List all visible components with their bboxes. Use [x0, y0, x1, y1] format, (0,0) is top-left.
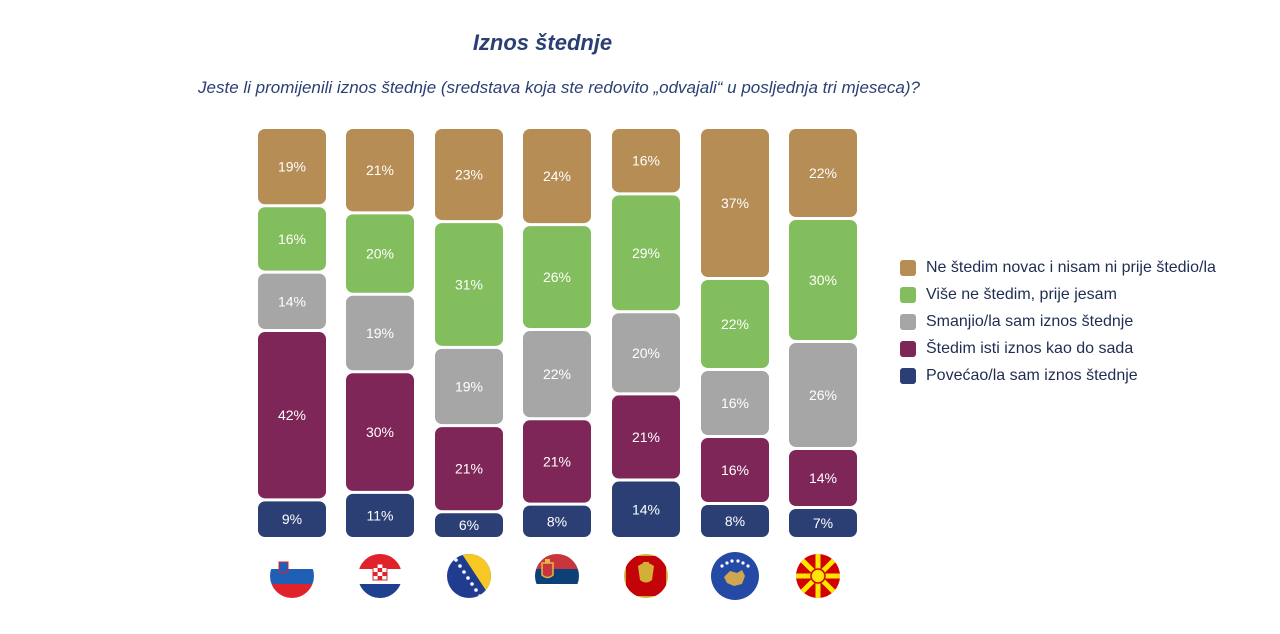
- bar-segment: [435, 513, 503, 537]
- data-label: 19%: [455, 378, 483, 394]
- bar-segment: [523, 505, 591, 537]
- data-label: 14%: [809, 470, 837, 486]
- bar-segment: [258, 332, 326, 499]
- montenegro-flag-icon: [624, 554, 668, 598]
- data-label: 23%: [455, 167, 483, 183]
- legend-swatch: [900, 367, 916, 384]
- legend-label: Smanjio/la sam iznos štednje: [926, 312, 1134, 330]
- bar-segment: [789, 509, 857, 537]
- bar-segment: [612, 313, 680, 393]
- data-label: 26%: [543, 269, 571, 285]
- bar-segment: [789, 129, 857, 217]
- data-label: 22%: [721, 316, 749, 332]
- bar-segment: [523, 420, 591, 503]
- data-label: 20%: [366, 246, 394, 262]
- data-label: 11%: [367, 507, 394, 523]
- bar-segment: [612, 395, 680, 479]
- data-label: 30%: [366, 424, 394, 440]
- bar-segment: [523, 226, 591, 329]
- data-label: 14%: [632, 501, 660, 517]
- data-label: 9%: [282, 511, 302, 527]
- data-label: 14%: [278, 293, 306, 309]
- bar-segment: [435, 348, 503, 425]
- data-label: 21%: [632, 429, 660, 445]
- bar-segment: [346, 373, 414, 491]
- legend-item: Više ne štedim, prije jesam: [900, 281, 1216, 308]
- data-label: 37%: [721, 195, 749, 211]
- data-label: 19%: [366, 325, 394, 341]
- bar-segment: [612, 195, 680, 311]
- data-label: 42%: [278, 407, 306, 423]
- bar-segment: [346, 129, 414, 212]
- data-label: 16%: [632, 153, 660, 169]
- data-label: 7%: [813, 515, 833, 531]
- legend-item: Ne štedim novac i nisam ni prije štedio/…: [900, 254, 1216, 281]
- bar-segment: [612, 481, 680, 537]
- data-label: 6%: [459, 517, 479, 533]
- data-label: 8%: [725, 513, 745, 529]
- serbia-flag-icon: [535, 554, 579, 598]
- legend-label: Povećao/la sam iznos štednje: [926, 366, 1138, 384]
- bar-segment: [789, 343, 857, 447]
- bosnia-flag-icon: [447, 554, 491, 598]
- bar-segment: [701, 371, 769, 435]
- data-label: 16%: [721, 462, 749, 478]
- data-label: 22%: [543, 366, 571, 382]
- legend-item: Povećao/la sam iznos štednje: [900, 362, 1216, 389]
- north-macedonia-flag-icon: [796, 554, 840, 598]
- bar-segment: [258, 129, 326, 205]
- slovenia-flag-icon: [270, 554, 314, 598]
- legend-item: Štedim isti iznos kao do sada: [900, 335, 1216, 362]
- data-label: 21%: [543, 453, 571, 469]
- data-label: 19%: [278, 159, 306, 175]
- bar-segment: [258, 501, 326, 537]
- legend-swatch: [900, 259, 916, 276]
- legend-swatch: [900, 340, 916, 357]
- bar-segment: [435, 223, 503, 346]
- data-label: 16%: [278, 231, 306, 247]
- bar-segment: [701, 505, 769, 537]
- bar-segment: [701, 280, 769, 368]
- bar-segment: [435, 129, 503, 221]
- croatia-flag-icon: [358, 554, 402, 598]
- legend-label: Štedim isti iznos kao do sada: [926, 339, 1134, 357]
- bar-segment: [701, 438, 769, 502]
- kosovo-flag-icon: [711, 552, 759, 600]
- data-label: 21%: [366, 162, 394, 178]
- bar-segment: [346, 295, 414, 371]
- data-label: 24%: [543, 168, 571, 184]
- data-label: 30%: [809, 272, 837, 288]
- bar-segment: [523, 331, 591, 418]
- legend-label: Više ne štedim, prije jesam: [926, 285, 1117, 303]
- bar-segment: [701, 129, 769, 277]
- data-label: 8%: [547, 513, 567, 529]
- bar-segment: [346, 214, 414, 293]
- bar-segment: [612, 129, 680, 193]
- data-label: 21%: [455, 461, 483, 477]
- data-label: 16%: [721, 395, 749, 411]
- data-label: 31%: [455, 276, 483, 292]
- legend-swatch: [900, 313, 916, 330]
- legend-label: Ne štedim novac i nisam ni prije štedio/…: [926, 258, 1216, 276]
- chart-subtitle: Jeste li promijenili iznos štednje (sred…: [198, 78, 920, 97]
- chart-title: Iznos štednje: [472, 30, 613, 55]
- legend-swatch: [900, 286, 916, 303]
- legend-item: Smanjio/la sam iznos štednje: [900, 308, 1216, 335]
- data-label: 29%: [632, 245, 660, 261]
- legend: Ne štedim novac i nisam ni prije štedio/…: [900, 254, 1216, 389]
- bar-segment: [258, 207, 326, 271]
- bar-segment: [523, 129, 591, 224]
- bar-segment: [789, 220, 857, 340]
- bar-segment: [258, 273, 326, 330]
- data-label: 22%: [809, 165, 837, 181]
- bar-segment: [435, 427, 503, 511]
- bar-segment: [789, 450, 857, 506]
- data-label: 20%: [632, 345, 660, 361]
- data-label: 26%: [809, 387, 837, 403]
- bar-segment: [346, 493, 414, 537]
